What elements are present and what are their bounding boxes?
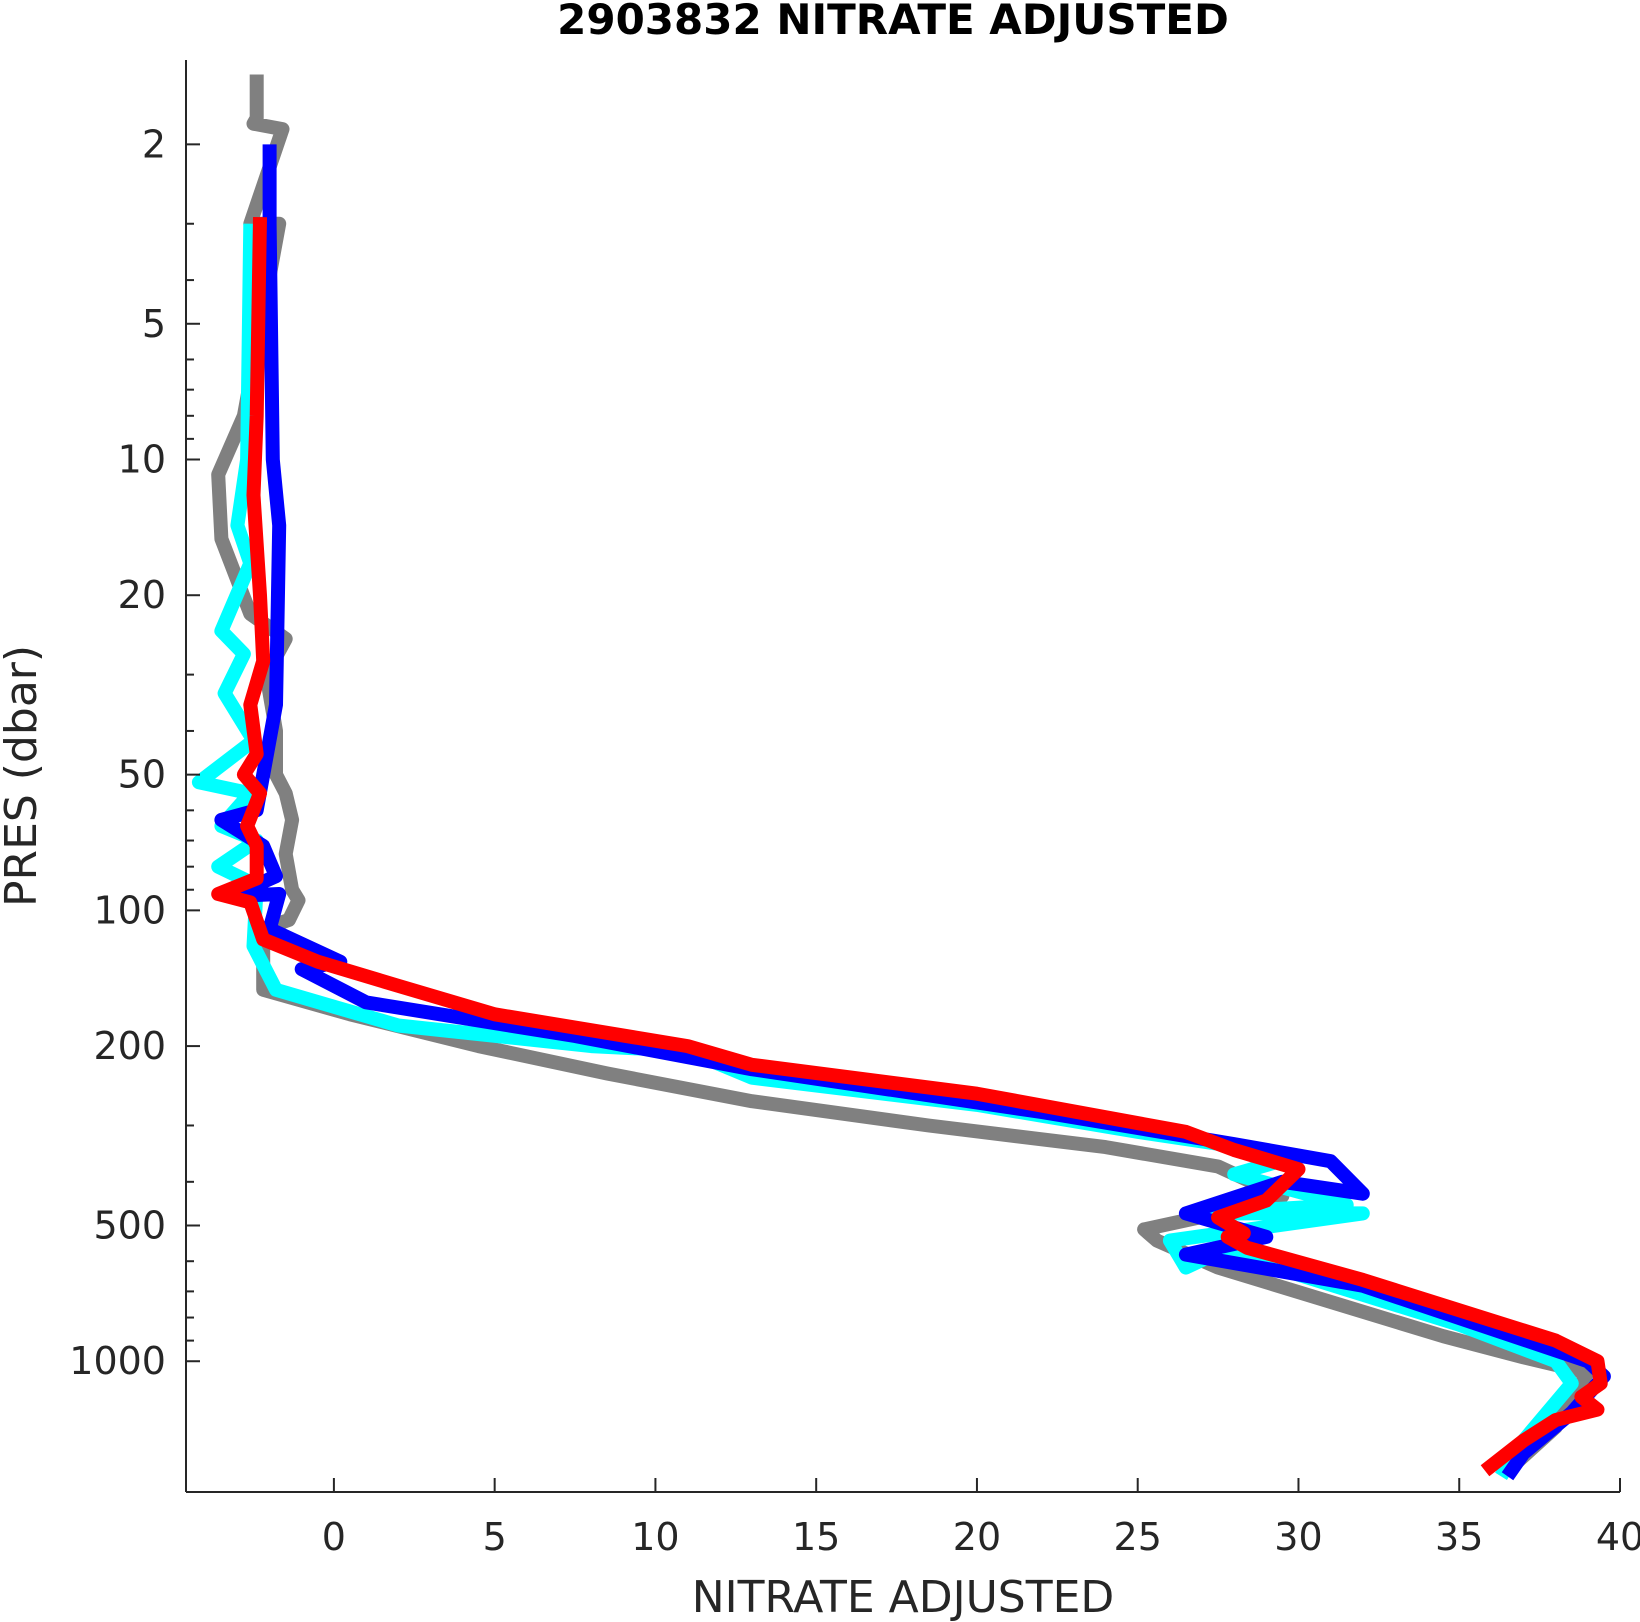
- y-tick-label: 1000: [69, 1339, 166, 1383]
- x-axis-label: NITRATE ADJUSTED: [692, 1572, 1115, 1622]
- y-tick-label: 100: [93, 888, 166, 932]
- x-tick-label: 25: [1114, 1515, 1162, 1559]
- series-line-1: [211, 74, 1595, 1476]
- x-tick-label: 40: [1596, 1515, 1640, 1559]
- x-tick-label: 0: [322, 1515, 346, 1559]
- chart-title: 2903832 NITRATE ADJUSTED: [557, 0, 1229, 44]
- y-tick-label: 50: [118, 753, 166, 797]
- x-tick-label: 10: [631, 1515, 679, 1559]
- x-tick-label: 15: [792, 1515, 840, 1559]
- axes-layer: [185, 60, 1620, 1493]
- x-tick-label: 5: [483, 1515, 507, 1559]
- series-line-4: [211, 216, 1608, 1477]
- y-tick-label: 500: [93, 1204, 166, 1248]
- x-tick-label: 20: [953, 1515, 1001, 1559]
- x-tick-label: 30: [1274, 1515, 1322, 1559]
- series-layer: [191, 74, 1611, 1481]
- y-tick-label: 10: [118, 437, 166, 481]
- series-line-3: [214, 144, 1611, 1481]
- y-tick-label: 2: [142, 122, 166, 166]
- y-tick-label: 200: [93, 1024, 166, 1068]
- y-tick-label: 20: [118, 573, 166, 617]
- x-tick-label: 35: [1435, 1515, 1483, 1559]
- y-tick-label: 5: [142, 302, 166, 346]
- y-axis-label: PRES (dbar): [0, 645, 47, 907]
